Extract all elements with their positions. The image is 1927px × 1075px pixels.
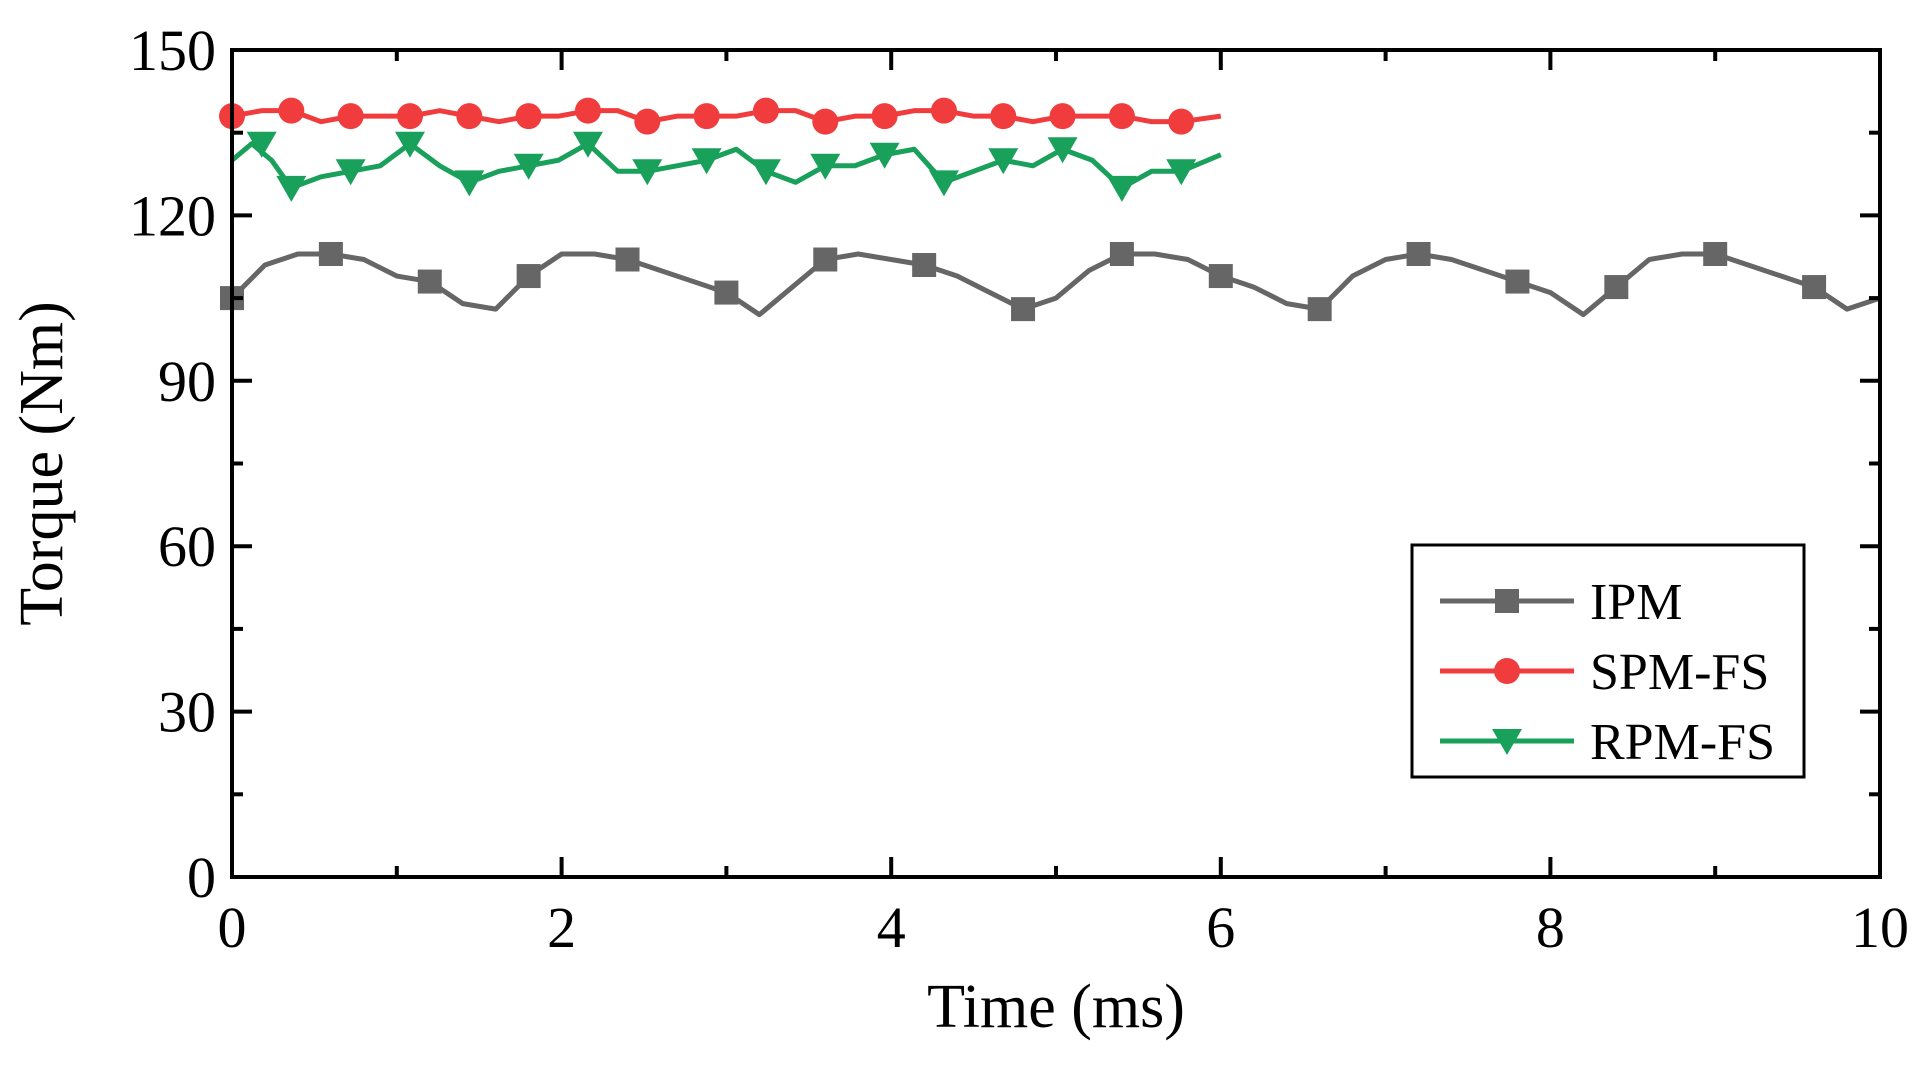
x-tick-label: 2 — [547, 895, 576, 960]
line-spm-fs — [231, 108, 1222, 125]
marker-ipm — [714, 280, 739, 305]
x-tick-label: 6 — [1206, 895, 1235, 960]
y-tick-label: 60 — [158, 514, 216, 579]
series-ipm — [220, 241, 1881, 322]
marker-ipm — [912, 253, 937, 278]
marker-spm-fs — [812, 108, 839, 135]
marker-rpm-fs — [246, 131, 277, 158]
marker-ipm — [1703, 241, 1728, 266]
legend-item-spm-fs: SPM-FS — [1440, 644, 1769, 701]
marker-rpm-fs — [928, 170, 959, 197]
legend-box — [1410, 543, 1806, 779]
marker-rpm-fs — [810, 153, 841, 180]
marker-spm-fs — [1168, 108, 1195, 135]
y-axis-title: Torque (Nm) — [8, 301, 76, 626]
marker-ipm — [516, 264, 541, 289]
legend-item-rpm-fs: RPM-FS — [1440, 714, 1775, 771]
marker-ipm — [1208, 264, 1233, 289]
marker-rpm-fs — [869, 142, 900, 169]
legend-label: IPM — [1590, 574, 1682, 631]
marker-ipm — [1505, 269, 1530, 294]
legend-marker — [1495, 589, 1519, 613]
marker-rpm-fs — [454, 170, 485, 197]
marker-ipm — [813, 247, 838, 272]
marker-rpm-fs — [276, 175, 307, 202]
y-tick-label: 90 — [158, 349, 216, 414]
marker-rpm-fs — [750, 159, 781, 186]
marker-rpm-fs — [335, 159, 366, 186]
marker-ipm — [318, 241, 343, 266]
marker-rpm-fs — [572, 131, 603, 158]
marker-rpm-fs — [691, 148, 722, 175]
marker-spm-fs — [574, 97, 601, 124]
marker-spm-fs — [515, 103, 542, 130]
marker-ipm — [1604, 275, 1629, 300]
y-tick-label: 0 — [187, 845, 216, 910]
marker-spm-fs — [278, 97, 305, 124]
legend: IPM SPM-FS RPM-FS — [1410, 543, 1806, 779]
marker-ipm — [417, 269, 442, 294]
marker-ipm — [615, 247, 640, 272]
marker-rpm-fs — [513, 153, 544, 180]
legend-label: SPM-FS — [1590, 644, 1769, 701]
marker-rpm-fs — [632, 159, 663, 186]
y-tick-label: 150 — [129, 18, 216, 83]
marker-rpm-fs — [1166, 159, 1197, 186]
axes-layer: 0 2 4 6 8 10 0 30 60 90 120 150 — [129, 18, 1909, 960]
marker-rpm-fs — [988, 148, 1019, 175]
marker-ipm — [1307, 297, 1332, 322]
marker-spm-fs — [1108, 103, 1135, 130]
marker-spm-fs — [693, 103, 720, 130]
series-rpm-fs — [230, 131, 1222, 202]
marker-spm-fs — [871, 103, 898, 130]
legend-item-ipm: IPM — [1440, 574, 1682, 631]
marker-spm-fs — [930, 97, 957, 124]
x-tick-label: 4 — [877, 895, 906, 960]
legend-marker — [1494, 658, 1520, 684]
x-axis-title: Time (ms) — [927, 973, 1185, 1041]
marker-ipm — [1802, 275, 1827, 300]
marker-spm-fs — [396, 103, 423, 130]
x-tick-label: 8 — [1536, 895, 1565, 960]
marker-rpm-fs — [1047, 137, 1078, 164]
marker-spm-fs — [634, 108, 661, 135]
marker-spm-fs — [752, 97, 779, 124]
marker-spm-fs — [990, 103, 1017, 130]
marker-ipm — [1406, 241, 1431, 266]
marker-spm-fs — [456, 103, 483, 130]
x-tick-label: 10 — [1851, 895, 1909, 960]
marker-rpm-fs — [394, 131, 425, 158]
legend-label: RPM-FS — [1590, 714, 1775, 771]
y-tick-label: 30 — [158, 680, 216, 745]
y-tick-label: 120 — [129, 183, 216, 248]
marker-ipm — [1011, 297, 1036, 322]
marker-spm-fs — [337, 103, 364, 130]
series-layer — [219, 97, 1881, 322]
marker-spm-fs — [1049, 103, 1076, 130]
legend-marker — [1492, 729, 1522, 755]
marker-rpm-fs — [1106, 175, 1137, 202]
marker-ipm — [1109, 241, 1134, 266]
x-tick-label: 0 — [218, 895, 247, 960]
